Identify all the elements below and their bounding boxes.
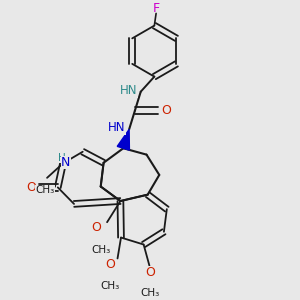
Text: O: O xyxy=(145,266,155,279)
Text: O: O xyxy=(91,221,101,235)
Text: CH₃: CH₃ xyxy=(140,288,160,298)
Text: H: H xyxy=(58,153,65,163)
Polygon shape xyxy=(117,129,129,150)
Text: HN: HN xyxy=(108,121,126,134)
Text: CH₃: CH₃ xyxy=(100,281,120,291)
Text: HN: HN xyxy=(120,84,137,97)
Text: O: O xyxy=(161,104,171,117)
Text: F: F xyxy=(153,2,160,15)
Text: CH₃: CH₃ xyxy=(91,245,110,255)
Text: N: N xyxy=(61,156,70,169)
Text: O: O xyxy=(105,258,115,271)
Text: CH₃: CH₃ xyxy=(35,185,54,195)
Text: O: O xyxy=(26,181,36,194)
